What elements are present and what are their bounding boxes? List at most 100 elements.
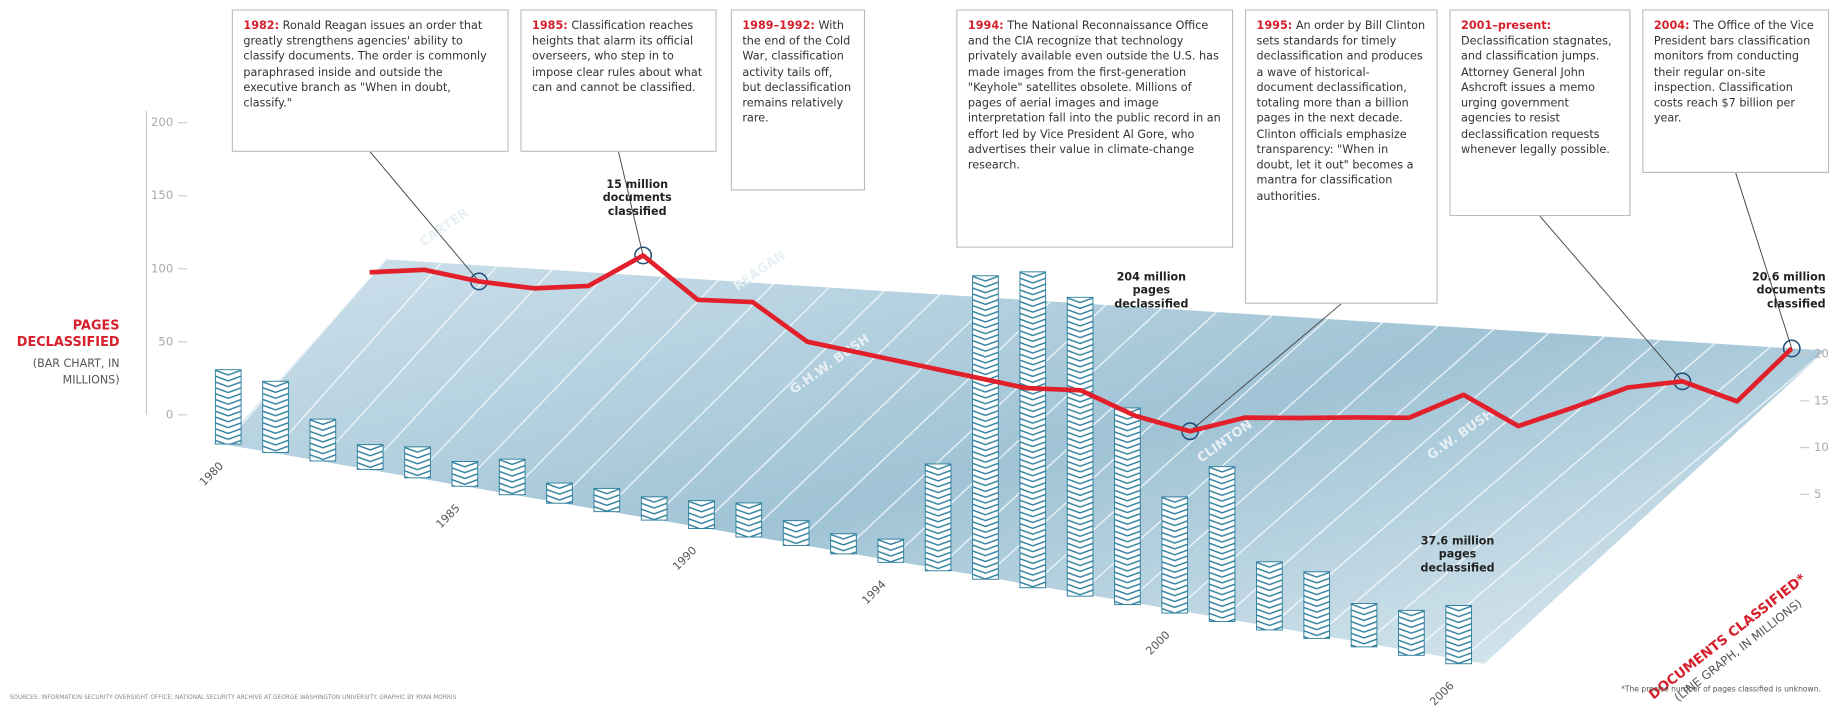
- leader-line: [1539, 215, 1683, 382]
- bar: [1445, 605, 1473, 665]
- plane-line: [316, 265, 498, 464]
- event-label: 2004:: [1653, 19, 1690, 33]
- event-text: 2001–present: Declassification stagnates…: [1449, 9, 1631, 217]
- bar: [1208, 466, 1236, 622]
- bar: [782, 520, 810, 546]
- plane-line: [363, 269, 553, 473]
- highlight-circle: [1782, 339, 1801, 358]
- bar: [1161, 496, 1189, 614]
- bar: [1114, 407, 1141, 606]
- event-box: 1989–1992: With the end of the Cold War,…: [730, 9, 866, 191]
- bar: [214, 369, 242, 445]
- left-label: PAGES DECLASSIFIED (BAR CHART, IN MILLIO…: [16, 317, 120, 387]
- event-label: 1994:: [967, 19, 1004, 33]
- y2-tick-label: 10: [1814, 440, 1829, 454]
- leader-line: [369, 151, 480, 282]
- callout-text: 20.6 million documents classified: [1752, 271, 1826, 311]
- event-box: 1995: An order by Bill Clinton sets stan…: [1244, 9, 1438, 304]
- bar: [735, 502, 763, 538]
- event-text: 1982: Ronald Reagan issues an order that…: [231, 9, 509, 152]
- plane-line: [221, 258, 387, 447]
- x-tick-label: 2006: [1427, 679, 1456, 708]
- plane-line: [505, 279, 719, 498]
- y-tick-label: 200: [151, 115, 173, 129]
- leader-line: [1735, 172, 1793, 349]
- bar: [309, 418, 337, 462]
- bar: [640, 496, 668, 521]
- event-body: Classification reaches heights that alar…: [532, 19, 703, 95]
- source: SOURCES: INFORMATION SECURITY OVERSIGHT …: [10, 695, 457, 701]
- event-box: 1985: Classification reaches heights tha…: [520, 9, 717, 152]
- event-body: With the end of the Cold War, classifica…: [742, 19, 852, 126]
- bar: [688, 500, 715, 530]
- plane-line: [1452, 350, 1827, 667]
- event-text: 1985: Classification reaches heights tha…: [520, 9, 717, 152]
- bar: [1019, 271, 1047, 589]
- callout: 37.6 million pages declassified: [1420, 535, 1495, 575]
- line: [369, 253, 1794, 434]
- y2-axis-title: DOCUMENTS CLASSIFIED*: [1647, 571, 1810, 703]
- footnote: *The precise number of pages classified …: [1621, 684, 1821, 693]
- event-text: 2004: The Office of the Vice President b…: [1642, 9, 1830, 173]
- y2-tick-label: 15: [1814, 393, 1829, 407]
- callout: 204 million pages declassified: [1114, 271, 1189, 311]
- x-tick-label: 1990: [670, 544, 699, 573]
- plane-line: [553, 283, 775, 507]
- bar: [356, 444, 384, 470]
- event-text: 1995: An order by Bill Clinton sets stan…: [1244, 9, 1438, 304]
- bar: [404, 446, 431, 479]
- event-label: 1989–1992:: [742, 19, 815, 33]
- plane-line: [837, 304, 1107, 557]
- plane-line: [647, 290, 885, 523]
- bar: [593, 487, 621, 513]
- plane-line: [742, 297, 996, 540]
- leader-line: [1189, 303, 1342, 432]
- y-tick-label: 50: [158, 334, 173, 348]
- event-label: 2001–present:: [1461, 19, 1552, 33]
- y-tick-label: 100: [151, 261, 173, 275]
- plane-line: [458, 276, 664, 490]
- bar: [877, 538, 905, 563]
- plane-line: [600, 286, 830, 515]
- bar: [1256, 561, 1283, 631]
- bar: [924, 463, 952, 572]
- event-body: Declassification stagnates, and classifi…: [1461, 35, 1612, 157]
- bar: [972, 275, 999, 580]
- y-axis-title: PAGES DECLASSIFIED: [16, 317, 120, 350]
- callout: 20.6 million documents classified: [1752, 271, 1826, 311]
- bar: [262, 380, 289, 453]
- highlight-circle: [634, 246, 653, 265]
- callout-text: 204 million pages declassified: [1114, 271, 1189, 311]
- plane-line: [411, 272, 608, 481]
- callout: 15 million documents classified: [602, 178, 672, 219]
- event-body: Ronald Reagan issues an order that great…: [243, 19, 487, 111]
- callout-text: 15 million documents classified: [602, 178, 672, 219]
- y-axis-note: (BAR CHART, IN MILLIONS): [32, 357, 120, 387]
- y-tick-label: 150: [151, 188, 173, 202]
- event-label: 1982:: [243, 19, 280, 33]
- event-box: 2001–present: Declassification stagnates…: [1449, 9, 1631, 217]
- plane-line: [695, 293, 941, 532]
- event-box: 1982: Ronald Reagan issues an order that…: [231, 9, 509, 152]
- plane-line: [1357, 343, 1716, 650]
- event-text: 1994: The National Reconnaissance Office…: [956, 9, 1234, 248]
- bar: [1303, 571, 1331, 639]
- plane-line: [1310, 339, 1660, 642]
- bar: [1398, 609, 1425, 656]
- era-label: CARTER: [417, 206, 472, 251]
- x-tick-label: 1994: [859, 578, 888, 607]
- bar: [451, 461, 479, 487]
- x-tick-label: 2000: [1143, 628, 1172, 657]
- bar: [498, 458, 526, 496]
- event-label: 1995:: [1256, 19, 1293, 33]
- event-body: An order by Bill Clinton sets standards …: [1256, 19, 1426, 203]
- y2-tick-label: 20: [1814, 347, 1829, 361]
- event-label: 1985:: [532, 19, 568, 33]
- event-box: 2004: The Office of the Vice President b…: [1642, 9, 1830, 173]
- x-tick-label: 1980: [197, 460, 226, 489]
- plane-line: [789, 300, 1051, 549]
- plane-line: [269, 262, 442, 456]
- y2-tick-label: 5: [1814, 487, 1821, 501]
- callout-text: 37.6 million pages declassified: [1420, 535, 1495, 575]
